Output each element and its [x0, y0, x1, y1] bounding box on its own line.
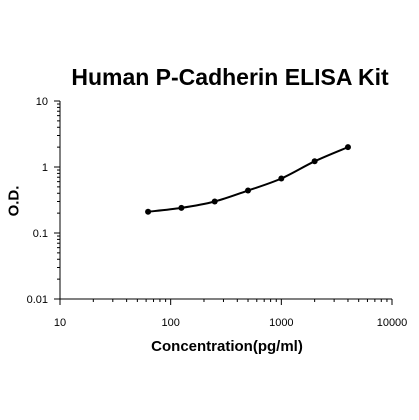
- y-tick-label: 1: [42, 162, 48, 174]
- x-tick-label: 1000: [269, 317, 293, 329]
- x-axis-label: Concentration(pg/ml): [151, 338, 303, 355]
- x-tick-label: 100: [161, 317, 179, 329]
- data-point: [245, 187, 252, 194]
- fit-curve: [147, 146, 349, 213]
- y-axis-label: O.D.: [5, 185, 23, 217]
- data-points: [145, 144, 351, 215]
- data-point: [344, 144, 351, 151]
- tick-labels: 10 100 1000 10000 0.01 0.1 1 10: [27, 96, 408, 329]
- axes: [54, 100, 393, 305]
- data-point: [145, 208, 152, 215]
- y-tick-label: 0.1: [33, 228, 48, 240]
- x-tick-label: 10000: [377, 317, 408, 329]
- data-point: [311, 158, 318, 165]
- y-tick-label: 10: [36, 96, 48, 108]
- data-point: [178, 204, 185, 211]
- chart-title: Human P-Cadherin ELISA Kit: [71, 64, 389, 90]
- y-tick-label: 0.01: [27, 294, 48, 306]
- data-point: [211, 198, 218, 205]
- data-point: [278, 175, 285, 182]
- x-tick-label: 10: [54, 317, 66, 329]
